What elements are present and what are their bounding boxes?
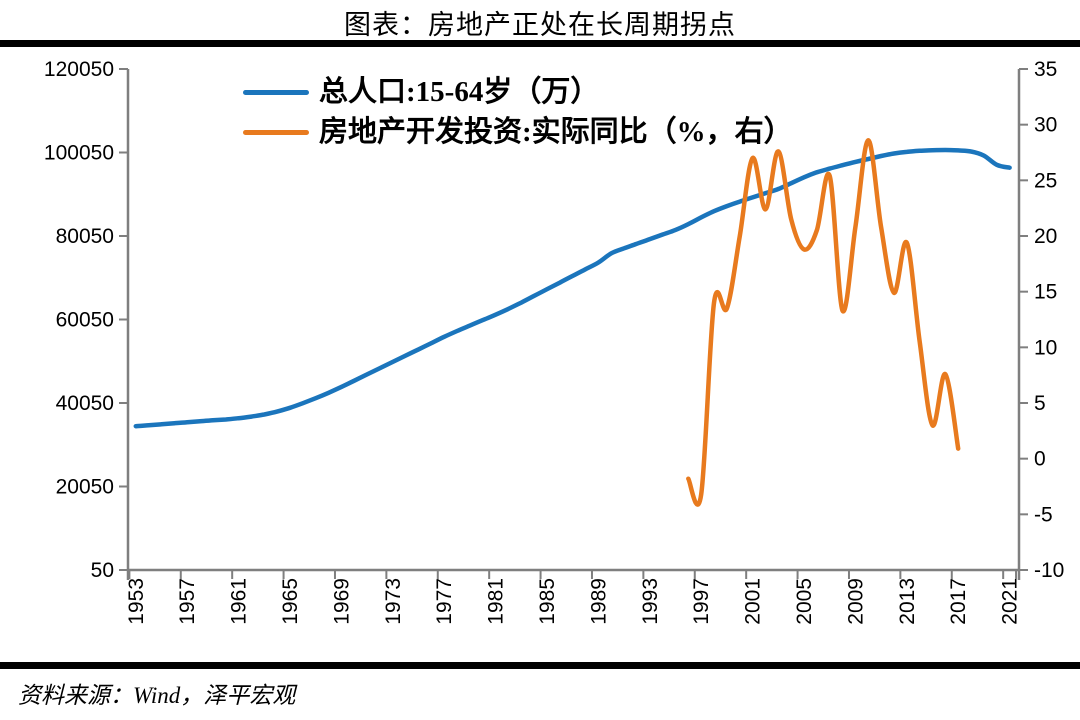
left-axis-tick-label: 40050	[56, 392, 114, 415]
top-divider-rule	[0, 40, 1080, 47]
x-axis-tick-label: 1961	[228, 578, 251, 625]
x-axis-tick-label: 1981	[485, 578, 508, 625]
x-axis-tick-label: 2017	[947, 578, 970, 625]
axes: 1200501000508005060050400502005050353025…	[44, 58, 1064, 625]
right-axis-tick-label: 10	[1034, 336, 1057, 359]
source-note: 资料来源：Wind，泽平宏观	[18, 683, 296, 708]
x-axis-tick-label: 1965	[279, 578, 302, 625]
chart-title: 图表：房地产正处在长周期拐点	[344, 10, 736, 40]
left-axis-tick-label: 60050	[56, 309, 114, 332]
left-axis-tick-label: 50	[91, 559, 114, 582]
left-axis-tick-label: 20050	[56, 476, 114, 499]
legend-label-population: 总人口:15-64岁（万）	[319, 75, 600, 108]
x-axis-tick-label: 2005	[793, 578, 816, 625]
x-axis-tick-label: 1997	[690, 578, 713, 625]
x-axis-tick-label: 1953	[125, 578, 148, 625]
right-axis-tick-label: 15	[1034, 281, 1057, 304]
x-axis-tick-label: 1993	[639, 578, 662, 625]
right-axis-tick-label: 5	[1034, 392, 1046, 415]
x-axis-tick-label: 1985	[536, 578, 559, 625]
x-axis-tick-label: 2009	[844, 578, 867, 625]
investment-line-swatch	[243, 129, 309, 135]
right-axis-tick-label: -5	[1034, 503, 1053, 526]
x-axis-tick-label: 1977	[433, 578, 456, 625]
right-axis-tick-label: 25	[1034, 169, 1057, 192]
right-axis-tick-label: 20	[1034, 225, 1057, 248]
population-line-swatch	[243, 89, 309, 95]
right-axis-tick-label: 0	[1034, 448, 1046, 471]
x-axis-tick-label: 1973	[382, 578, 405, 625]
right-axis-tick-label: 30	[1034, 114, 1057, 137]
left-axis-tick-label: 120050	[44, 58, 114, 81]
legend-item-investment: 房地产开发投资:实际同比（%，右）	[243, 112, 793, 152]
investment-line-series	[686, 138, 961, 507]
right-axis-tick-label: 35	[1034, 58, 1057, 81]
legend-item-population: 总人口:15-64岁（万）	[243, 72, 793, 112]
chart-legend: 总人口:15-64岁（万） 房地产开发投资:实际同比（%，右）	[243, 72, 793, 152]
bottom-divider-rule	[0, 662, 1080, 669]
left-axis-tick-label: 100050	[44, 142, 114, 165]
x-axis-tick-label: 1989	[587, 578, 610, 625]
x-axis-tick-label: 2021	[999, 578, 1022, 625]
x-axis-tick-label: 1957	[176, 578, 199, 625]
legend-label-investment: 房地产开发投资:实际同比（%，右）	[319, 115, 793, 148]
left-axis-tick-label: 80050	[56, 225, 114, 248]
x-axis-tick-label: 1969	[330, 578, 353, 625]
right-axis-tick-label: -10	[1034, 559, 1064, 582]
x-axis-tick-label: 2001	[742, 578, 765, 625]
x-axis-tick-label: 2013	[896, 578, 919, 625]
